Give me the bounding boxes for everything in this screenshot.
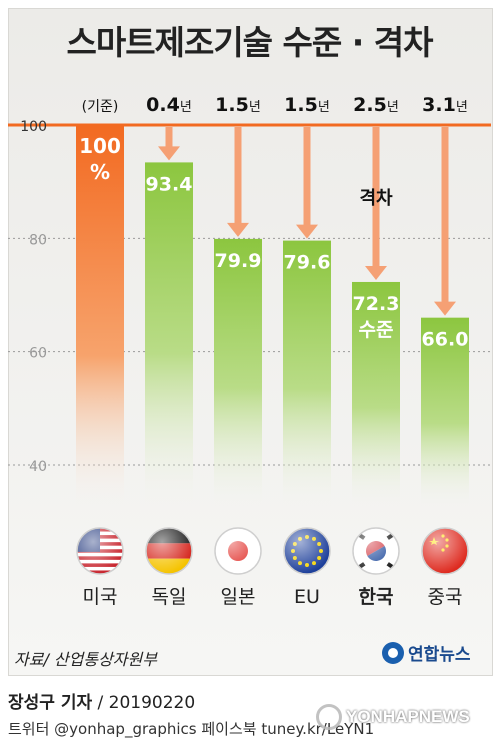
y-tick-label: 80 [29,232,47,248]
bar-us [76,125,124,510]
category-label: 일본 [221,586,256,608]
bar-germany [145,162,193,510]
gap-arrow-head [434,301,456,316]
gap-annotation: 격차 [359,188,393,209]
value-label: 79.6 [284,252,331,274]
us-flag-icon [76,527,124,575]
value-label: 66.0 [422,329,469,351]
bar-japan [214,238,262,510]
value-label: 100 [79,134,121,158]
watermark-text: YONHAPNEWS [346,707,470,726]
china-flag-icon [421,527,469,575]
source-note: 자료/ 산업통상자원부 [14,650,157,669]
gap-label: 2.5년 [353,94,399,116]
category-label: 미국 [83,586,118,608]
bar-chart: 100 80 60 40 (기준) 0.4년 1.5년 1.5년 2.5년 3.1년 100% 93… [8,94,491,608]
gap-arrow-shaft [441,127,449,304]
japan-flag-icon [214,527,262,575]
y-tick-label: 60 [29,346,47,362]
reporter-date: / 20190220 [92,693,196,713]
watermark-logo-icon [316,704,342,730]
category-label: 중국 [428,586,463,608]
gap-label: 1.5년 [284,94,330,116]
gap-label: (기준) [82,99,119,115]
yonhap-logo-icon [382,641,404,664]
category-label: EU [294,586,320,608]
gap-label: 3.1년 [422,94,468,116]
bar-korea [352,281,400,510]
bar-eu [283,240,331,510]
gap-arrow-shaft [303,127,311,227]
gap-label: 0.4년 [146,94,192,116]
gap-arrow-head [227,222,249,237]
category-label: 독일 [152,586,187,608]
gap-label: 1.5년 [215,94,261,116]
value-label: 수준 [359,319,394,341]
gap-arrow-head [296,224,318,239]
reporter-line: 장성구 기자 / 20190220 [8,688,195,713]
gap-arrow-shaft [165,127,173,149]
brand-name: 연합뉴스 [408,645,471,665]
brand-logo: 연합뉴스 [382,640,471,665]
reporter-name: 장성구 기자 [8,693,93,713]
chart-title: 스마트제조기술 수준 · 격차 [66,23,434,62]
gap-arrow-head [365,265,387,280]
value-label: 79.9 [215,250,262,272]
eu-flag-icon [283,527,331,575]
social-links: 트위터 @yonhap_graphics 페이스북 tuney.kr/LeYN1 [8,720,375,738]
watermark: YONHAPNEWS [316,704,470,730]
category-label: 한국 [359,586,394,608]
gap-arrow-shaft [234,127,242,225]
value-label: 93.4 [146,173,193,195]
y-tick-label: 100 [20,119,47,135]
bar-china [421,317,469,510]
germany-flag-icon [145,527,193,575]
value-label: 72.3 [353,293,400,315]
value-label: % [90,160,110,184]
korea-flag-icon [352,527,400,575]
gap-arrow-shaft [372,127,380,268]
y-tick-label: 40 [29,459,47,475]
gap-arrow-head [158,146,180,161]
